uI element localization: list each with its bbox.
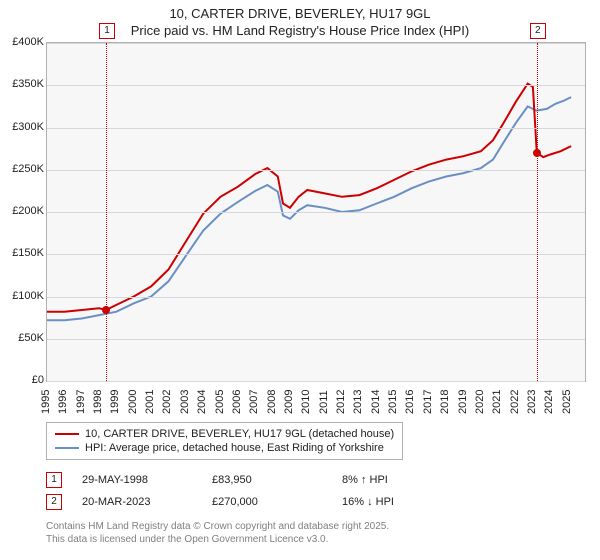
x-axis-label: 1996 [57,390,69,414]
legend-box: 10, CARTER DRIVE, BEVERLEY, HU17 9GL (de… [46,422,403,460]
x-axis-label: 2006 [231,390,243,414]
sale-delta: 16% ↓ HPI [342,496,452,508]
legend: 10, CARTER DRIVE, BEVERLEY, HU17 9GL (de… [46,422,586,460]
x-axis-label: 2000 [127,390,139,414]
footer: Contains HM Land Registry data © Crown c… [46,520,586,546]
y-axis-label: £400K [0,36,44,48]
legend-swatch-subject [55,433,79,435]
marker-line [106,43,107,381]
gridline [47,339,585,340]
chart-title: 10, CARTER DRIVE, BEVERLEY, HU17 9GL Pri… [0,0,600,40]
y-axis-label: £100K [0,290,44,302]
x-axis-label: 1997 [75,390,87,414]
x-axis-label: 2019 [457,390,469,414]
sale-badge: 2 [46,494,62,510]
sale-price: £270,000 [212,496,322,508]
gridline [47,170,585,171]
x-axis-label: 2025 [561,390,573,414]
x-axis-label: 2004 [196,390,208,414]
x-axis-label: 2022 [509,390,521,414]
x-axis-label: 1998 [92,390,104,414]
x-axis-label: 2003 [179,390,191,414]
y-axis-label: £150K [0,247,44,259]
gridline [47,43,585,44]
y-axis-label: £50K [0,332,44,344]
series-subject [47,84,571,312]
y-axis-label: £350K [0,78,44,90]
x-axis-label: 2020 [474,390,486,414]
x-axis-label: 2011 [318,390,330,414]
marker-badge: 2 [530,23,546,39]
x-axis-label: 2015 [387,390,399,414]
sale-records: 1 29-MAY-1998 £83,950 8% ↑ HPI 2 20-MAR-2023 £… [46,466,586,516]
chart: 12 1995 1996 1997 1998 1999 2000 2001 2002 2003 2… [0,42,600,422]
gridline [47,85,585,86]
legend-label-hpi: HPI: Average price, detached house, East… [85,442,384,454]
sale-price: £83,950 [212,474,322,486]
x-axis-label: 2009 [283,390,295,414]
title-subtitle: Price paid vs. HM Land Registry's House … [0,23,600,40]
x-axis-label: 2010 [300,390,312,414]
sale-dot [533,149,541,157]
sale-dot [102,306,110,314]
x-axis-label: 2008 [266,390,278,414]
x-axis-label: 2018 [439,390,451,414]
x-axis-label: 2017 [422,390,434,414]
marker-badge: 1 [99,23,115,39]
x-axis-label: 2005 [214,390,226,414]
x-axis-label: 2024 [543,390,555,414]
sale-badge: 1 [46,472,62,488]
x-axis-label: 2001 [144,390,156,414]
y-axis-label: £0 [0,374,44,386]
x-axis-label: 2002 [161,390,173,414]
sale-date: 20-MAR-2023 [82,496,192,508]
gridline [47,297,585,298]
x-axis-label: 2021 [491,390,503,414]
sale-date: 29-MAY-1998 [82,474,192,486]
x-axis-label: 2007 [248,390,260,414]
title-address: 10, CARTER DRIVE, BEVERLEY, HU17 9GL [0,6,600,23]
series-hpi [47,97,571,320]
gridline [47,128,585,129]
sale-delta: 8% ↑ HPI [342,474,452,486]
legend-row-subject: 10, CARTER DRIVE, BEVERLEY, HU17 9GL (de… [55,427,394,441]
gridline [47,254,585,255]
footer-line1: Contains HM Land Registry data © Crown c… [46,520,586,533]
footer-line2: This data is licensed under the Open Gov… [46,533,586,546]
y-axis-label: £250K [0,163,44,175]
marker-line [537,43,538,381]
x-axis-labels: 1995199619971998199920002001200220032004… [46,384,586,420]
legend-label-subject: 10, CARTER DRIVE, BEVERLEY, HU17 9GL (de… [85,428,394,440]
legend-swatch-hpi [55,447,79,449]
plot-area: 12 [46,42,586,382]
x-axis-label: 2014 [370,390,382,414]
x-axis-label: 2012 [335,390,347,414]
gridline [47,212,585,213]
legend-row-hpi: HPI: Average price, detached house, East… [55,441,394,455]
sale-record-row: 2 20-MAR-2023 £270,000 16% ↓ HPI [46,494,586,510]
gridline [47,381,585,382]
y-axis-label: £200K [0,205,44,217]
sale-record-row: 1 29-MAY-1998 £83,950 8% ↑ HPI [46,472,586,488]
x-axis-label: 2016 [404,390,416,414]
x-axis-label: 1995 [40,390,52,414]
y-axis-label: £300K [0,121,44,133]
x-axis-label: 1999 [109,390,121,414]
x-axis-label: 2013 [352,390,364,414]
x-axis-label: 2023 [526,390,538,414]
